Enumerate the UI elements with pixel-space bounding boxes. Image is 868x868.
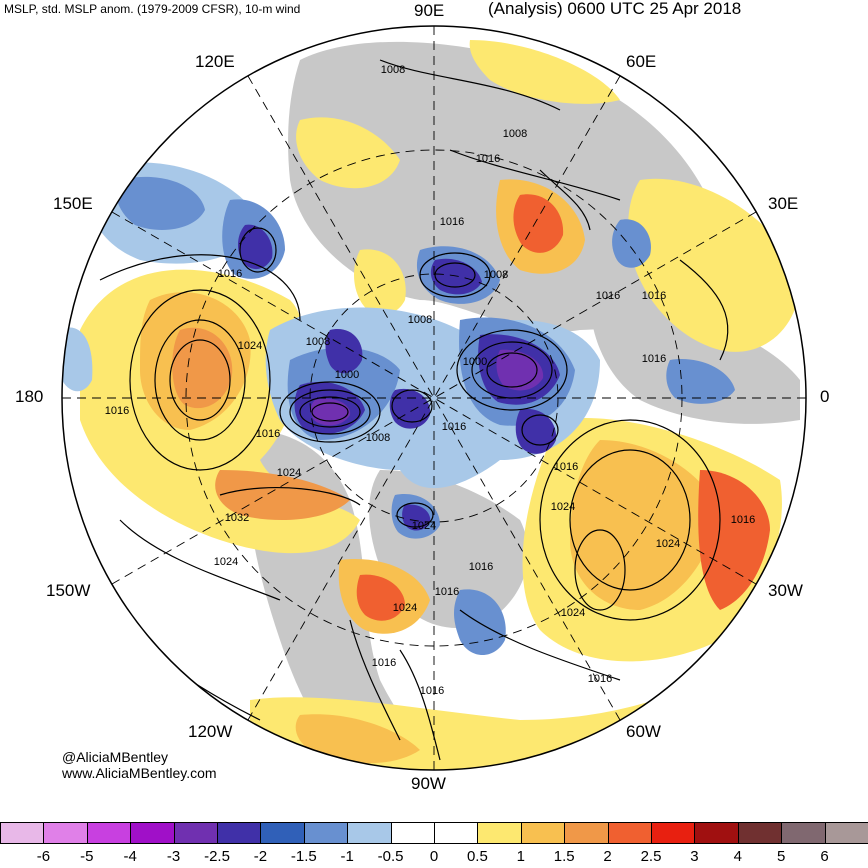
- colorbar-tick-label: -6: [36, 848, 51, 865]
- contour-label: 1008: [306, 336, 330, 348]
- contour-label: 1016: [440, 216, 464, 228]
- contour-label: 1016: [596, 290, 620, 302]
- colorbar-swatch: [564, 822, 609, 844]
- lon-label-120e: 120E: [195, 52, 235, 71]
- colorbar-tick-label: -0.5: [377, 848, 404, 865]
- colorbar-tick-label: 2: [603, 848, 612, 865]
- contour-label: 1016: [105, 405, 129, 417]
- contour-label: 1016: [642, 290, 666, 302]
- contour-label: 1008: [503, 128, 527, 140]
- map-boundary: [61, 25, 807, 771]
- contour-label: 1016: [469, 561, 493, 573]
- lon-label-120w: 120W: [188, 722, 233, 741]
- contour-label: 1024: [238, 340, 262, 352]
- colorbar-swatch: [737, 822, 783, 844]
- contour-label: 1008: [366, 432, 390, 444]
- colorbar-tick-label: 1.5: [553, 848, 575, 865]
- credit-website: www.AliciaMBentley.com: [62, 765, 217, 781]
- colorbar-tick-label: -1.5: [290, 848, 317, 865]
- lon-label-90e: 90E: [414, 1, 445, 20]
- polar-map: 1008 1008 1016 1016 1016 1008 1016 1016 …: [61, 25, 807, 771]
- lon-label-150e: 150E: [53, 194, 93, 213]
- colorbar-swatch: [390, 822, 435, 844]
- colorbar-swatch: [130, 822, 175, 844]
- contour-label: 1000: [463, 356, 487, 368]
- contour-label: 1000: [335, 369, 359, 381]
- colorbar-tick-label: -5: [80, 848, 94, 865]
- colorbar-swatch: [86, 822, 132, 844]
- colorbar-tick-label: -4: [123, 848, 137, 865]
- credit-handle: @AliciaMBentley: [62, 749, 169, 765]
- colorbar: -6 -5 -4 -3 -2.5 -2 -1.5 -1 -0.5 0 0.5 1 1.5 2 2.5 3 4 5 6: [0, 822, 868, 868]
- colorbar-swatches: [0, 822, 868, 844]
- colorbar-tick-label: 1: [516, 848, 525, 865]
- graticule: [62, 26, 806, 770]
- contour-label: 1016: [256, 428, 280, 440]
- colorbar-swatch: [303, 822, 349, 844]
- colorbar-swatch: [173, 822, 218, 844]
- colorbar-swatch: [217, 822, 262, 844]
- contour-label: 1008: [408, 314, 432, 326]
- contour-label: 1024: [561, 607, 585, 619]
- contour-label: 1016: [420, 685, 444, 697]
- contour-label: 1008: [381, 64, 405, 76]
- contour-label: 1024: [551, 501, 575, 513]
- contour-label: 1016: [588, 673, 612, 685]
- contour-label: 1024: [656, 538, 680, 550]
- colorbar-swatch: [651, 822, 696, 844]
- map-title: MSLP, std. MSLP anom. (1979-2009 CFSR), …: [4, 2, 301, 16]
- contour-label: 1016: [731, 514, 755, 526]
- contour-label: 1016: [554, 461, 578, 473]
- valid-time-title: (Analysis) 0600 UTC 25 Apr 2018: [488, 0, 742, 18]
- contour-label: 1024: [393, 602, 417, 614]
- colorbar-swatch: [520, 822, 566, 844]
- lon-label-30e: 30E: [768, 194, 799, 213]
- contour-value-labels: 1008 1008 1016 1016 1016 1008 1016 1016 …: [105, 64, 755, 697]
- lon-label-180: 180: [15, 387, 44, 406]
- contour-label: 1016: [435, 586, 459, 598]
- colorbar-swatch: [260, 822, 305, 844]
- contour-label: 1016: [476, 153, 500, 165]
- contour-label: 1016: [372, 657, 396, 669]
- colorbar-tick-label: -1: [340, 848, 354, 865]
- colorbar-tick-label: 0.5: [466, 848, 488, 865]
- lon-label-90w: 90W: [411, 774, 446, 793]
- map-fields: [62, 26, 806, 770]
- colorbar-tick-label: -2.5: [204, 848, 230, 865]
- contour-label: 1016: [642, 353, 666, 365]
- contour-label: 1016: [442, 421, 466, 433]
- lon-label-60w: 60W: [626, 722, 661, 741]
- colorbar-swatch: [477, 822, 522, 844]
- colorbar-swatch: [434, 822, 479, 844]
- contour-label: 1024: [214, 556, 238, 568]
- contour-label: 1016: [218, 268, 242, 280]
- contour-label: 1024: [277, 467, 301, 479]
- colorbar-swatch: [781, 822, 826, 844]
- colorbar-tick-label: -3: [166, 848, 181, 865]
- colorbar-swatch: [607, 822, 652, 844]
- colorbar-swatch: [0, 822, 45, 844]
- colorbar-tick-label: -2: [253, 848, 268, 865]
- colorbar-swatch: [694, 822, 739, 844]
- contour-label: 1024: [412, 520, 436, 532]
- lon-label-150w: 150W: [46, 581, 91, 600]
- colorbar-tick-label: 0: [429, 848, 439, 865]
- colorbar-tick-label: 6: [820, 848, 829, 865]
- colorbar-tick-label: 5: [777, 848, 786, 865]
- colorbar-swatch: [824, 822, 868, 844]
- lon-label-30w: 30W: [768, 581, 803, 600]
- colorbar-tick-label: 2.5: [640, 848, 662, 865]
- colorbar-tick-label: 3: [690, 848, 699, 865]
- colorbar-swatch: [347, 822, 392, 844]
- lon-label-0: 0: [820, 387, 830, 406]
- contour-label: 1032: [225, 512, 249, 524]
- lon-label-60e: 60E: [626, 52, 657, 71]
- contour-label: 1008: [484, 269, 508, 281]
- colorbar-tick-label: 4: [733, 848, 742, 865]
- colorbar-swatch: [43, 822, 88, 844]
